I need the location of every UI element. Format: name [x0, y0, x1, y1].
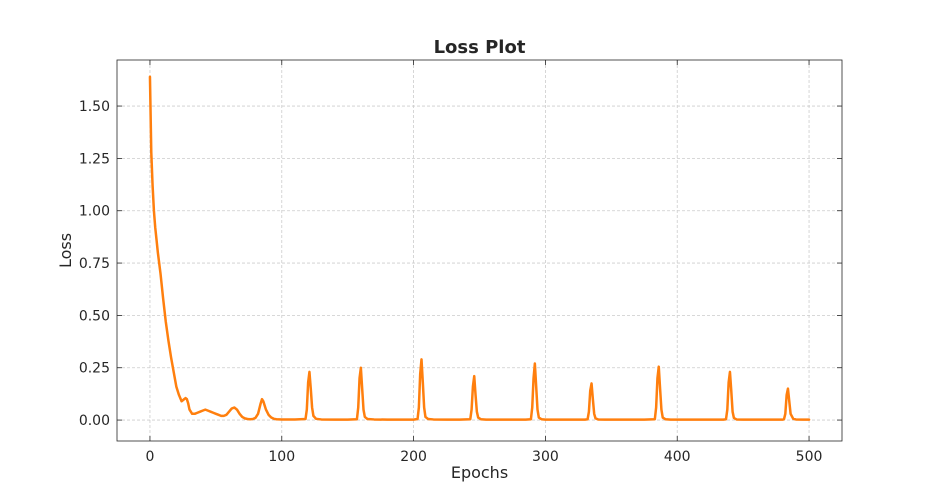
- y-tick-label: 1.25: [79, 151, 110, 167]
- loss-series-line: [148, 75, 811, 421]
- y-tick-label: 1.00: [79, 204, 110, 220]
- x-axis-label: Epochs: [451, 463, 508, 482]
- y-tick-label: 0.25: [79, 361, 110, 377]
- y-tick-label: 1.50: [79, 99, 110, 115]
- axis-ticks: 0 100 200 300 400 500 0.00 0.25 0.50 0.75 1.00 1.25…: [79, 60, 842, 465]
- x-tick-label: 500: [796, 449, 823, 465]
- plot-frame: [116, 59, 843, 442]
- x-tick-label: 100: [268, 449, 295, 465]
- x-tick-label: 0: [145, 449, 154, 465]
- plot-series: [148, 75, 811, 421]
- y-tick-label: 0.50: [79, 308, 110, 324]
- x-tick-label: 300: [532, 449, 559, 465]
- y-axis-label: Loss: [56, 233, 75, 268]
- x-tick-label: 400: [664, 449, 691, 465]
- y-tick-label: 0.75: [79, 256, 110, 272]
- x-tick-label: 200: [400, 449, 427, 465]
- chart-title: Loss Plot: [434, 37, 526, 58]
- y-tick-label: 0.00: [79, 413, 110, 429]
- gridlines: [117, 60, 842, 441]
